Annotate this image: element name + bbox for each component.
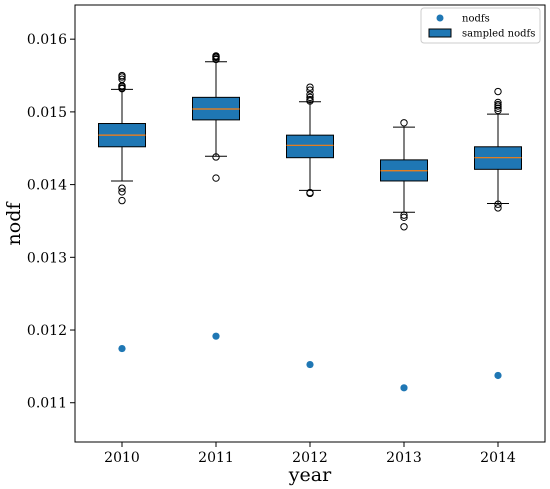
y-tick-label: 0.016 [27, 32, 67, 48]
box-2010 [98, 71, 146, 205]
box-body [286, 134, 334, 159]
box-2014 [474, 87, 522, 212]
box-outlier [118, 71, 126, 80]
legend-sampled-marker [428, 28, 452, 38]
box-outlier [118, 75, 126, 83]
marks-layer [98, 52, 522, 392]
legend-sampled-label: sampled nodfs [462, 29, 535, 40]
box-outlier [494, 104, 502, 112]
box-outlier [494, 100, 502, 109]
x-axis-label: year [288, 464, 332, 486]
x-tick-label: 2014 [480, 450, 516, 466]
box-2011 [192, 52, 240, 182]
nodf-point [118, 344, 126, 353]
box-2012 [286, 83, 334, 198]
box-outlier [118, 184, 126, 192]
plot-frame [74, 4, 546, 443]
box-outlier [400, 213, 408, 222]
box-outlier [494, 106, 502, 115]
legend-nodfs-label: nodfs [462, 14, 490, 25]
box-outlier [306, 93, 314, 102]
box-outlier [212, 174, 220, 182]
box-outlier [494, 204, 502, 212]
nodf-point [212, 332, 220, 340]
box-2013 [380, 119, 428, 231]
y-axis-label: nodf [3, 201, 25, 246]
box-outlier [400, 223, 408, 231]
y-tick-label: 0.014 [27, 178, 67, 194]
box-outlier [306, 86, 314, 94]
x-tick-label: 2011 [198, 450, 234, 466]
box-outlier [400, 119, 408, 127]
box-outlier [306, 90, 314, 99]
box-outlier [306, 189, 314, 198]
nodf-point [306, 360, 314, 369]
box-outlier [118, 188, 126, 196]
box-outlier [494, 98, 502, 107]
x-axis: 2010 2011 2012 2013 2014 [104, 442, 516, 466]
y-tick-label: 0.012 [27, 323, 67, 339]
box-outlier [306, 83, 314, 91]
box-outlier [212, 52, 220, 60]
y-tick-label: 0.015 [27, 105, 67, 121]
legend-nodfs-marker [436, 14, 444, 22]
y-tick-label: 0.013 [27, 250, 67, 266]
box-outlier [306, 95, 314, 104]
y-tick-label: 0.011 [27, 396, 67, 412]
nodf-point [494, 371, 502, 380]
x-tick-label: 2012 [292, 450, 328, 466]
box-outlier [494, 200, 502, 208]
y-axis: 0.011 0.012 0.013 0.014 0.015 0.016 [27, 32, 75, 412]
box-outlier [494, 87, 502, 96]
legend: nodfs sampled nodfs [420, 7, 541, 44]
box-outlier [118, 196, 126, 205]
x-tick-label: 2013 [386, 450, 422, 466]
nodf-point [400, 384, 408, 392]
x-tick-label: 2010 [104, 450, 140, 466]
box-outlier [212, 153, 220, 161]
box-outlier [400, 211, 408, 219]
